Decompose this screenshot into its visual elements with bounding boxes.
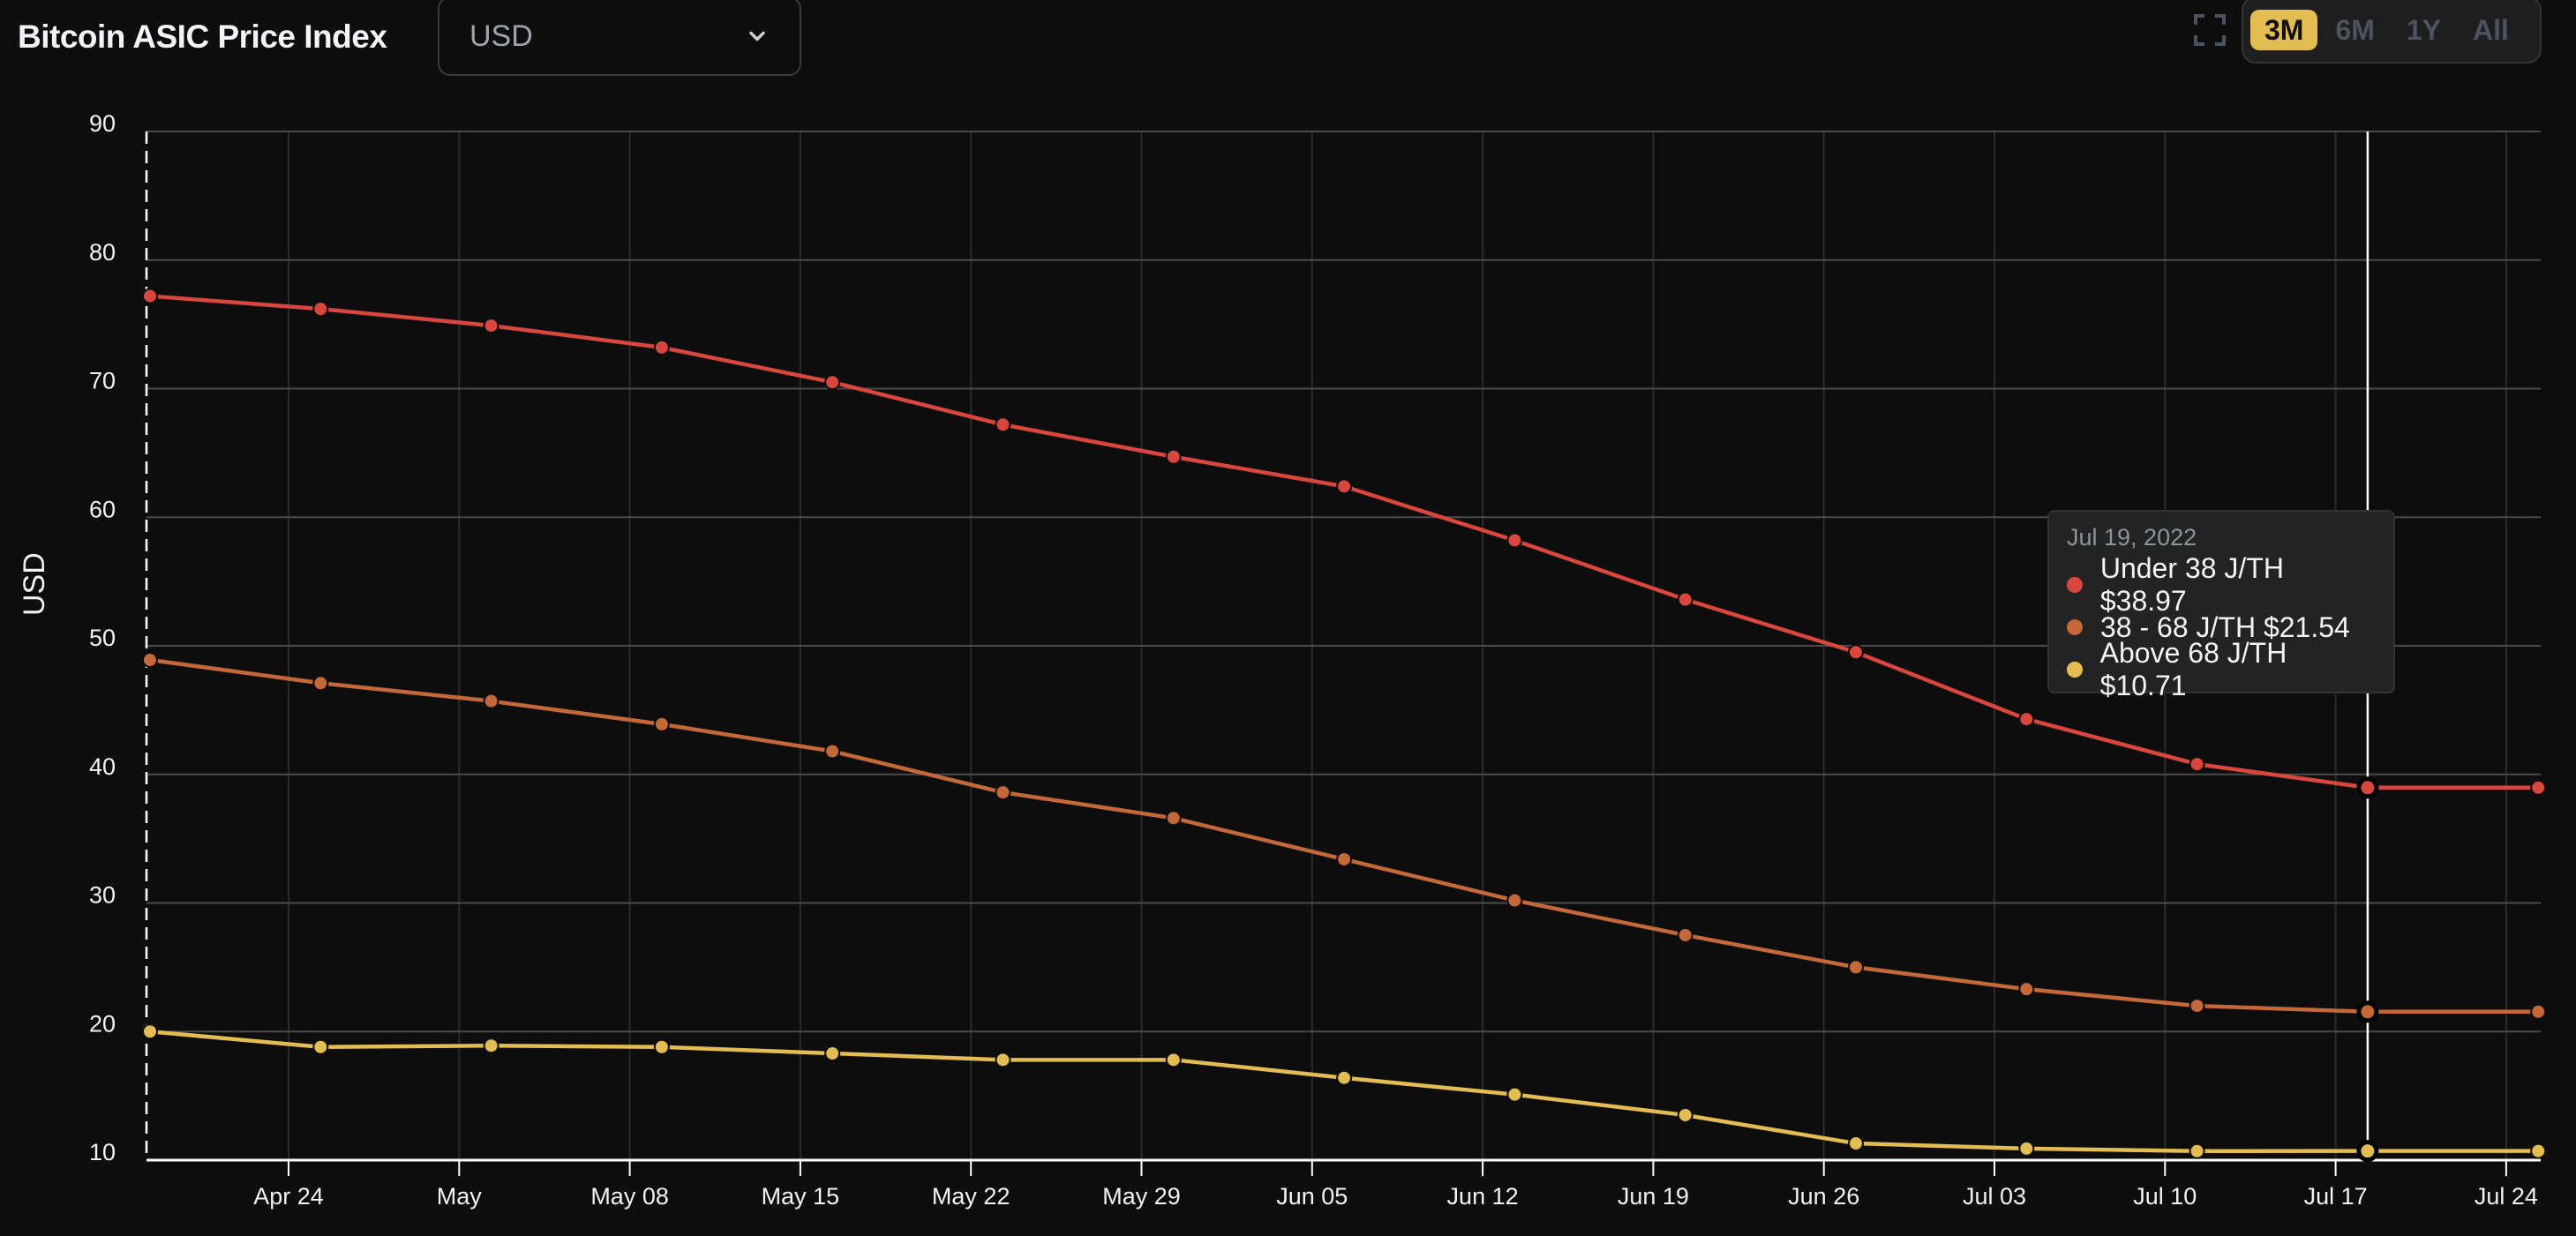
x-tick-label: Jun 12 xyxy=(1447,1183,1519,1210)
data-point[interactable] xyxy=(1677,1106,1694,1123)
y-tick-label: 10 xyxy=(89,1139,116,1165)
x-tick-label: Jun 19 xyxy=(1618,1183,1689,1210)
y-tick-label: 60 xyxy=(89,496,116,522)
data-point[interactable] xyxy=(1336,850,1353,867)
series-above-68-j-th[interactable] xyxy=(142,1023,2547,1163)
data-point[interactable] xyxy=(1848,959,1864,976)
x-tick-label: May 08 xyxy=(590,1183,669,1210)
data-point[interactable] xyxy=(1677,591,1694,608)
y-tick-label: 70 xyxy=(89,368,116,394)
currency-select[interactable]: USD xyxy=(438,0,801,76)
x-tick-label: Jun 05 xyxy=(1276,1183,1348,1210)
range-button-all[interactable]: All xyxy=(2473,13,2509,46)
tooltip-row-38-68: 38 - 68 J/TH $21.54 xyxy=(2067,606,2376,648)
data-point[interactable] xyxy=(1848,1135,1864,1152)
data-point[interactable] xyxy=(824,1045,841,1062)
x-tick-label: Jul 17 xyxy=(2304,1183,2368,1210)
series-under-38-j-th[interactable] xyxy=(142,288,2547,799)
data-point[interactable] xyxy=(2356,776,2379,799)
data-point[interactable] xyxy=(2018,711,2035,728)
data-point[interactable] xyxy=(2018,1140,2035,1157)
currency-select-value: USD xyxy=(469,19,533,53)
data-point[interactable] xyxy=(995,784,1011,801)
data-point[interactable] xyxy=(1677,926,1694,943)
data-point[interactable] xyxy=(2189,998,2205,1015)
data-point[interactable] xyxy=(312,1038,329,1055)
data-point[interactable] xyxy=(1506,892,1523,909)
y-tick-label: 20 xyxy=(89,1010,116,1037)
x-tick-label: May xyxy=(437,1183,483,1210)
data-point[interactable] xyxy=(653,1038,670,1055)
data-point[interactable] xyxy=(1506,1086,1523,1103)
y-tick-label: 90 xyxy=(89,110,116,137)
x-tick-label: Jul 03 xyxy=(1963,1183,2026,1210)
data-point[interactable] xyxy=(653,715,670,732)
data-point[interactable] xyxy=(1336,478,1353,495)
data-point[interactable] xyxy=(483,693,499,709)
data-point[interactable] xyxy=(1165,448,1182,465)
time-range-selector: 3M 6M 1Y All xyxy=(2242,0,2542,64)
data-point[interactable] xyxy=(142,288,158,304)
data-point[interactable] xyxy=(1506,532,1523,549)
data-point[interactable] xyxy=(2189,1142,2205,1159)
tooltip-row-label: Above 68 J/TH $10.71 xyxy=(2099,637,2287,701)
data-point[interactable] xyxy=(312,301,329,318)
range-button-3m[interactable]: 3M xyxy=(2250,10,2318,50)
y-tick-label: 50 xyxy=(89,625,116,651)
x-tick-label: Jul 10 xyxy=(2133,1183,2197,1210)
data-point[interactable] xyxy=(1848,644,1864,661)
data-point[interactable] xyxy=(483,318,499,334)
x-tick-label: Jul 24 xyxy=(2475,1183,2538,1210)
chart-tooltip: Jul 19, 2022 Under 38 J/TH $38.97 38 - 6… xyxy=(2047,510,2395,701)
series-dot-icon xyxy=(2067,619,2083,635)
data-point[interactable] xyxy=(824,743,841,760)
x-tick-label: May 22 xyxy=(932,1183,1010,1210)
x-tick-label: Jun 26 xyxy=(1788,1183,1859,1210)
data-point[interactable] xyxy=(1165,810,1182,827)
tooltip-row-above-68: Above 68 J/TH $10.71 xyxy=(2067,637,2376,701)
data-point[interactable] xyxy=(995,416,1011,433)
x-tick-label: Apr 24 xyxy=(253,1183,324,1210)
series-dot-icon xyxy=(2067,577,2083,593)
series-dot-icon xyxy=(2067,662,2083,678)
data-point[interactable] xyxy=(824,374,841,391)
data-point[interactable] xyxy=(2356,1140,2379,1163)
data-point[interactable] xyxy=(2530,1142,2547,1159)
y-tick-label: 30 xyxy=(89,882,116,909)
data-point[interactable] xyxy=(2356,1000,2379,1023)
data-point[interactable] xyxy=(995,1052,1011,1068)
range-button-6m[interactable]: 6M xyxy=(2335,13,2375,46)
data-point[interactable] xyxy=(1165,1052,1182,1068)
fullscreen-icon[interactable] xyxy=(2194,14,2226,46)
data-point[interactable] xyxy=(2189,756,2205,773)
tooltip-row-under-38: Under 38 J/TH $38.97 xyxy=(2067,552,2376,617)
data-point[interactable] xyxy=(653,339,670,356)
tooltip-row-label: Under 38 J/TH $38.97 xyxy=(2099,552,2284,617)
x-tick-label: May 15 xyxy=(762,1183,840,1210)
data-point[interactable] xyxy=(2018,981,2035,998)
y-tick-label: 40 xyxy=(89,753,116,780)
tooltip-row-label: 38 - 68 J/TH $21.54 xyxy=(2100,611,2350,643)
page-title: Bitcoin ASIC Price Index xyxy=(18,19,387,55)
x-tick-label: May 29 xyxy=(1102,1183,1181,1210)
tooltip-date: Jul 19, 2022 xyxy=(2067,524,2197,551)
data-point[interactable] xyxy=(142,652,158,669)
data-point[interactable] xyxy=(1336,1069,1353,1086)
series-38-68-j-th[interactable] xyxy=(142,652,2547,1023)
chevron-down-icon xyxy=(749,31,765,41)
y-tick-label: 80 xyxy=(89,239,116,266)
range-button-1y[interactable]: 1Y xyxy=(2406,13,2442,46)
data-point[interactable] xyxy=(2530,779,2547,796)
data-point[interactable] xyxy=(2530,1003,2547,1020)
data-point[interactable] xyxy=(312,675,329,692)
data-point[interactable] xyxy=(483,1037,499,1054)
data-point[interactable] xyxy=(142,1023,158,1040)
